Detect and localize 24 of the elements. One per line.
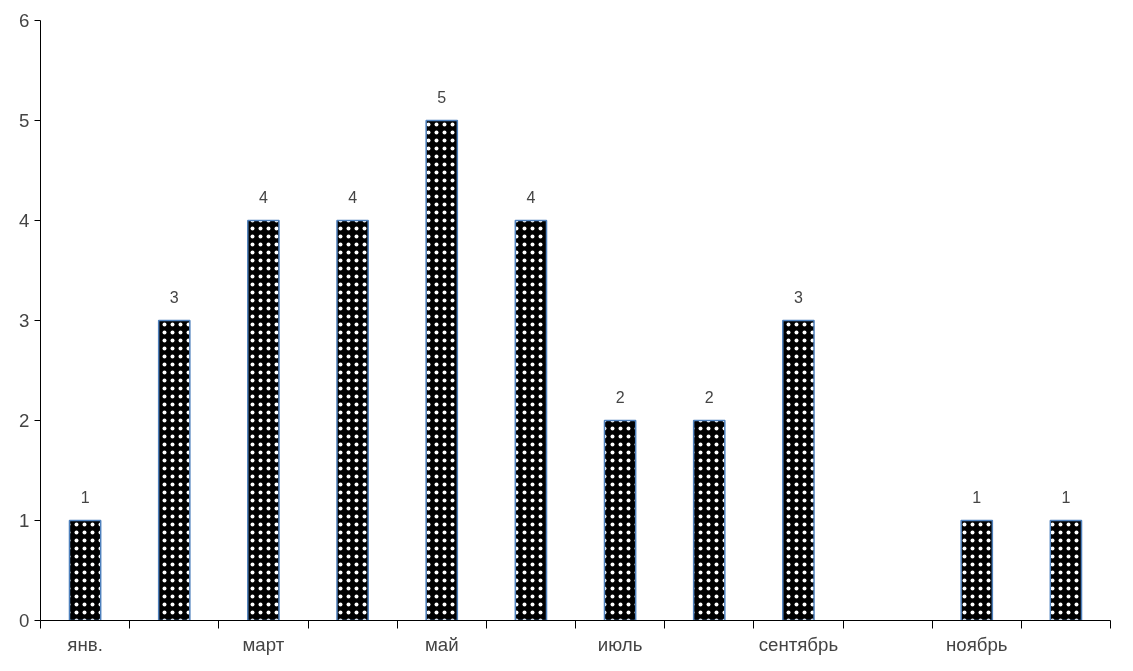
data-label: 5 <box>437 88 447 106</box>
y-tick-label: 2 <box>19 410 30 431</box>
y-tick-label: 0 <box>19 610 30 631</box>
x-tick-label: ноябрь <box>945 633 1008 655</box>
x-tick-label: март <box>242 633 285 655</box>
x-tick-label: сентябрь <box>758 633 839 655</box>
data-label: 1 <box>80 488 90 506</box>
x-tick-label: июль <box>597 633 643 655</box>
data-label: 2 <box>615 388 625 406</box>
x-tick-label: май <box>424 633 459 655</box>
y-tick-label: 3 <box>19 310 30 331</box>
data-label: 3 <box>169 288 179 306</box>
y-tick-label: 1 <box>19 510 30 531</box>
x-tick-label: янв. <box>67 633 103 655</box>
data-label: 1 <box>1061 488 1071 506</box>
data-label: 4 <box>258 188 268 206</box>
data-label: 3 <box>793 288 803 306</box>
data-label: 4 <box>348 188 358 206</box>
data-label: 1 <box>972 488 982 506</box>
data-label: 4 <box>526 188 536 206</box>
y-tick-label: 4 <box>19 210 30 231</box>
data-label: 2 <box>704 388 714 406</box>
y-tick-label: 5 <box>19 110 30 131</box>
y-tick-label: 6 <box>19 10 30 31</box>
